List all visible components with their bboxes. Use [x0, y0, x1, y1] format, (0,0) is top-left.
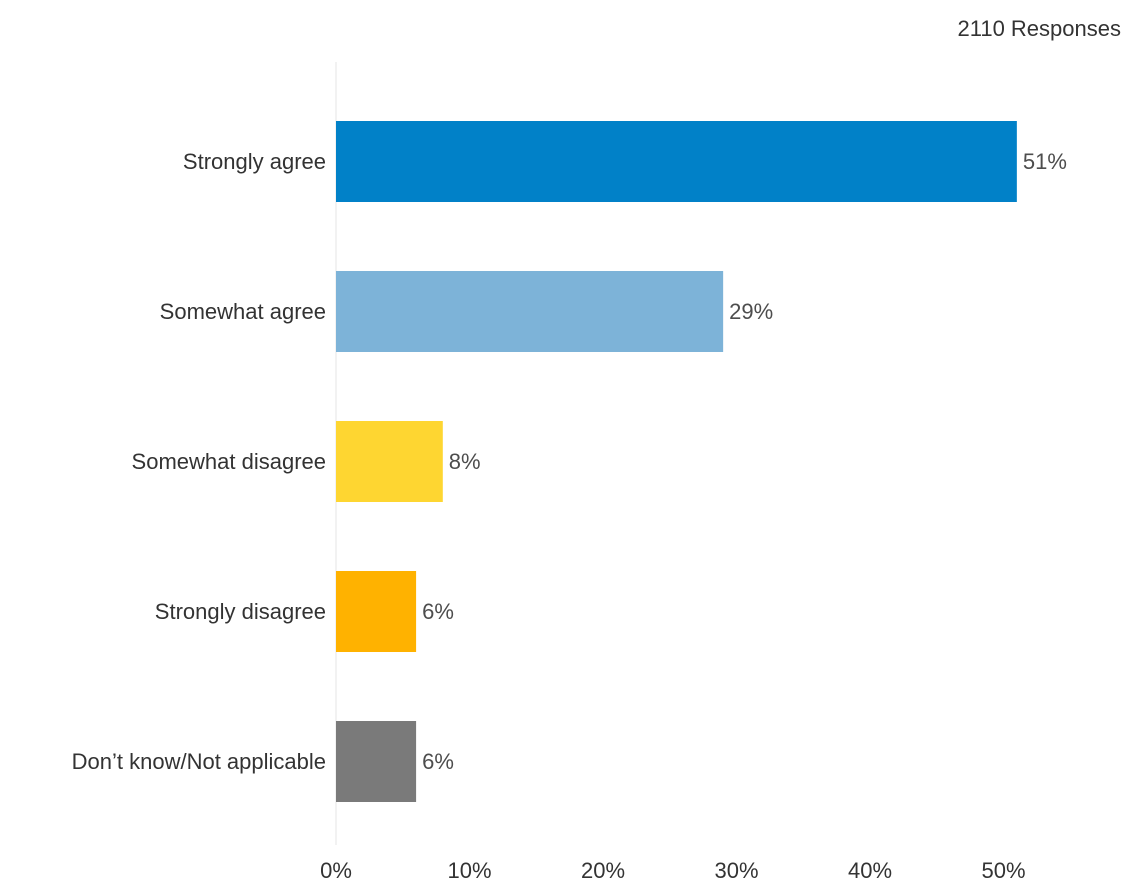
- bars-group: [336, 121, 1017, 802]
- category-label: Strongly agree: [183, 149, 326, 174]
- value-label: 51%: [1023, 149, 1067, 174]
- category-label: Strongly disagree: [155, 599, 326, 624]
- x-tick-label: 30%: [714, 858, 758, 883]
- x-tick-label: 10%: [447, 858, 491, 883]
- category-label: Somewhat agree: [160, 299, 326, 324]
- x-tick-label: 20%: [581, 858, 625, 883]
- value-labels-group: 51% 29% 8% 6% 6%: [422, 149, 1067, 774]
- bar-1: [336, 271, 724, 352]
- category-label: Don’t know/Not applicable: [72, 749, 326, 774]
- bar-3: [336, 571, 417, 652]
- category-label: Somewhat disagree: [132, 449, 326, 474]
- x-tick-label: 40%: [848, 858, 892, 883]
- value-label: 6%: [422, 599, 454, 624]
- value-label: 8%: [449, 449, 481, 474]
- x-tick-labels-group: 0% 10% 20% 30% 40% 50%: [320, 858, 1025, 883]
- x-tick-label: 0%: [320, 858, 352, 883]
- bar-0: [336, 121, 1017, 202]
- category-labels-group: Strongly agree Somewhat agree Somewhat dis…: [72, 149, 326, 774]
- value-label: 6%: [422, 749, 454, 774]
- value-label: 29%: [729, 299, 773, 324]
- bar-2: [336, 421, 443, 502]
- bar-4: [336, 721, 417, 802]
- responses-count: 2110 Responses: [957, 16, 1122, 41]
- x-tick-label: 50%: [981, 858, 1025, 883]
